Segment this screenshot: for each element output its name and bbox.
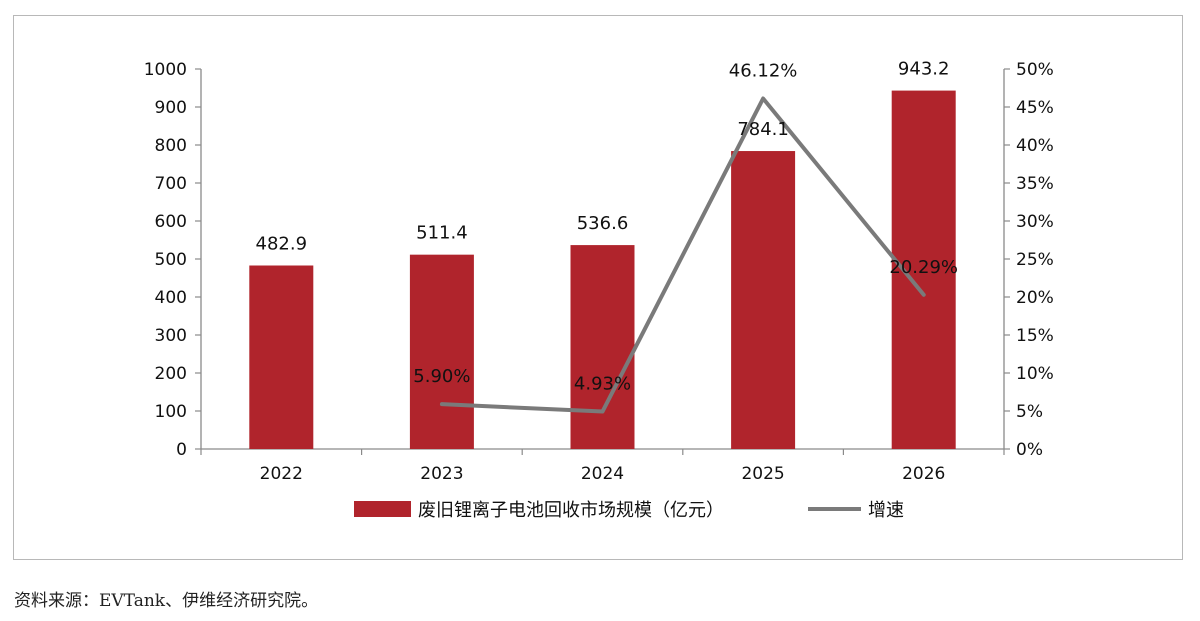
bar — [249, 265, 314, 449]
chart-frame: 0 100 200 300 400 500 600 700 800 900 1000 0% 5% 10% 1… — [13, 15, 1183, 560]
x-tick-label: 2024 — [581, 464, 624, 484]
bar — [409, 254, 474, 449]
bar-data-label: 943.2 — [898, 59, 950, 80]
bar-data-label: 482.9 — [256, 233, 308, 254]
right-tick-label: 10% — [1016, 364, 1054, 384]
chart-svg: 0 100 200 300 400 500 600 700 800 900 1000 0% 5% 10% 1… — [144, 59, 1054, 521]
legend-line-label: 增速 — [868, 500, 904, 521]
x-tick-label: 2026 — [902, 464, 945, 484]
right-tick-label: 50% — [1016, 60, 1054, 80]
line-data-label: 46.12% — [729, 60, 798, 81]
right-tick-label: 40% — [1016, 136, 1054, 156]
right-tick-label: 35% — [1016, 174, 1054, 194]
source-note: 资料来源：EVTank、伊维经济研究院。 — [14, 591, 319, 611]
line-data-label: 4.93% — [574, 374, 631, 395]
right-tick-label: 15% — [1016, 326, 1054, 346]
legend-bar-swatch — [354, 501, 411, 517]
left-tick-label: 100 — [155, 402, 187, 422]
left-tick-label: 700 — [155, 174, 187, 194]
right-tick-label: 30% — [1016, 212, 1054, 232]
left-tick-label: 1000 — [144, 60, 187, 80]
right-tick-label: 20% — [1016, 288, 1054, 308]
left-tick-label: 300 — [155, 326, 187, 346]
x-tick-label: 2023 — [420, 464, 463, 484]
legend-bar-label: 废旧锂离子电池回收市场规模（亿元） — [418, 500, 724, 521]
left-tick-label: 500 — [155, 250, 187, 270]
left-tick-label: 0 — [176, 440, 187, 460]
bar — [731, 151, 796, 450]
left-tick-label: 400 — [155, 288, 187, 308]
x-tick-label: 2025 — [741, 464, 784, 484]
bar — [570, 245, 635, 449]
right-tick-label: 45% — [1016, 98, 1054, 118]
growth-line — [439, 96, 926, 414]
right-tick-label: 0% — [1016, 440, 1043, 460]
left-tick-label: 900 — [155, 98, 187, 118]
right-tick-label: 5% — [1016, 402, 1043, 422]
bar-data-label: 536.6 — [577, 213, 629, 234]
left-tick-label: 200 — [155, 364, 187, 384]
x-tick-label: 2022 — [260, 464, 303, 484]
bar-data-label: 784.1 — [737, 119, 789, 140]
left-tick-label: 800 — [155, 136, 187, 156]
bar-data-label: 511.4 — [416, 223, 468, 244]
line-data-label: 20.29% — [889, 257, 958, 278]
line-data-label: 5.90% — [413, 366, 470, 387]
right-tick-label: 25% — [1016, 250, 1054, 270]
left-tick-label: 600 — [155, 212, 187, 232]
